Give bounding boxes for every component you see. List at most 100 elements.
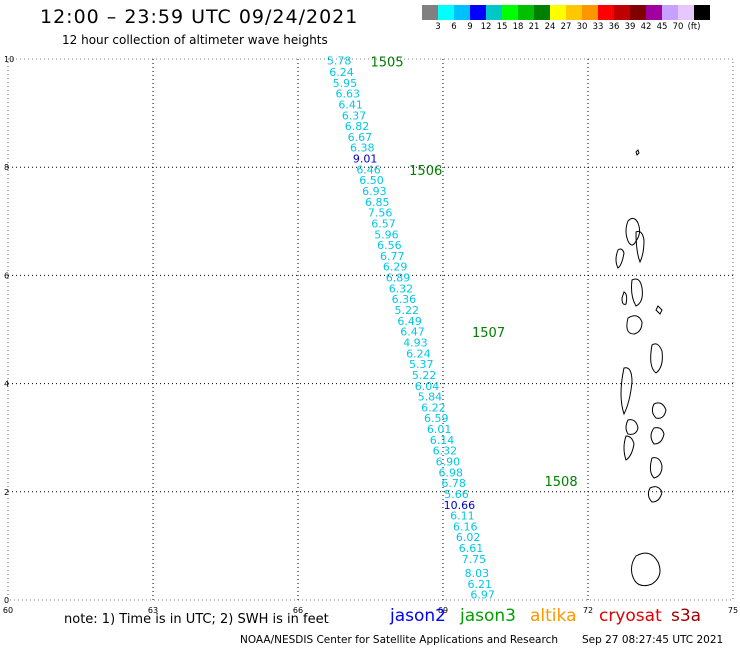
swh-value: 5.96 <box>374 228 399 241</box>
swh-value: 9.01 <box>353 153 378 166</box>
island-outline <box>651 402 667 419</box>
swh-value: 5.95 <box>333 77 358 90</box>
x-tick-label: 75 <box>728 606 738 615</box>
plot-frame <box>7 58 734 601</box>
swh-value: 6.89 <box>386 272 411 285</box>
colorbar-swatch <box>678 5 694 20</box>
colorbar-swatch <box>614 5 630 20</box>
footer-org: NOAA/NESDIS Center for Satellite Applica… <box>240 634 558 646</box>
swh-value: 6.82 <box>345 120 370 133</box>
colorbar-swatch <box>630 5 646 20</box>
swh-value: 6.93 <box>362 185 387 198</box>
swh-value: 6.50 <box>359 174 384 187</box>
colorbar-swatch <box>646 5 662 20</box>
y-tick-label: 6 <box>4 271 9 280</box>
swh-value: 6.38 <box>350 142 375 155</box>
x-tick-label: 60 <box>3 606 13 615</box>
island-outline <box>635 230 645 264</box>
colorbar-tick-label: 12 <box>480 22 492 32</box>
island-outline <box>647 486 663 503</box>
swh-value: 6.04 <box>415 380 440 393</box>
swh-value: 5.22 <box>395 304 420 317</box>
swh-value: 7.75 <box>462 553 487 566</box>
swh-value: 6.22 <box>421 401 446 414</box>
colorbar-tick-label: (ft) <box>687 22 701 32</box>
swh-value: 6.85 <box>365 196 390 209</box>
track-number-label: 1506 <box>409 164 442 179</box>
track-number-label: 1507 <box>472 326 505 341</box>
legend-jason2: jason2 <box>390 606 446 626</box>
legend-altika: altika <box>530 606 577 626</box>
island-outline <box>649 457 663 479</box>
colorbar-tick-label: 24 <box>544 22 556 32</box>
swh-value: 6.59 <box>424 412 449 425</box>
swh-value: 5.66 <box>444 488 469 501</box>
legend-s3a: s3a <box>671 606 702 626</box>
colorbar-swatch <box>582 5 598 20</box>
swh-value: 6.49 <box>397 315 422 328</box>
colorbar-tick-label: 15 <box>496 22 508 32</box>
swh-value: 6.11 <box>450 510 475 523</box>
colorbar-swatch <box>502 5 518 20</box>
swh-value: 6.67 <box>348 131 373 144</box>
colorbar-tick-label: 27 <box>560 22 572 32</box>
colorbar-swatch <box>438 5 454 20</box>
colorbar-swatch <box>454 5 470 20</box>
colorbar-tick-label: 45 <box>656 22 668 32</box>
y-tick-label: 10 <box>4 55 14 64</box>
wave-height-colorbar <box>422 5 710 20</box>
track-number-label: 1505 <box>371 56 404 71</box>
colorbar-tick-label: 30 <box>576 22 588 32</box>
swh-value: 6.32 <box>433 445 458 458</box>
swh-value: 7.56 <box>368 207 393 220</box>
footer-timestamp: Sep 27 08:27:45 UTC 2021 <box>582 634 724 646</box>
swh-value: 6.98 <box>438 466 463 479</box>
swh-value: 6.16 <box>453 520 478 533</box>
swh-value: 6.41 <box>338 98 363 111</box>
swh-value: 6.56 <box>377 239 402 252</box>
colorbar-swatch <box>566 5 582 20</box>
swh-value: 6.78 <box>441 477 466 490</box>
colorbar-tick-label: 42 <box>640 22 652 32</box>
footer: NOAA/NESDIS Center for Satellite Applica… <box>240 634 723 646</box>
swh-value: 6.32 <box>389 282 414 295</box>
legend-jason3: jason3 <box>460 606 516 626</box>
swh-value: 6.90 <box>436 456 461 469</box>
colorbar-swatch <box>662 5 678 20</box>
x-tick-label: 72 <box>583 606 593 615</box>
x-tick-label: 66 <box>293 606 303 615</box>
colorbar-swatch <box>486 5 502 20</box>
swh-value: 6.36 <box>392 293 417 306</box>
island-outline <box>655 305 663 315</box>
colorbar-tick-label: 33 <box>592 22 604 32</box>
y-tick-label: 8 <box>4 163 9 172</box>
swh-value: 10.66 <box>444 499 476 512</box>
island-outline <box>621 291 628 305</box>
colorbar-swatch <box>598 5 614 20</box>
colorbar-tick-label: 18 <box>512 22 524 32</box>
swh-value: 6.02 <box>456 531 481 544</box>
y-tick-label: 4 <box>4 380 9 389</box>
colorbar-tick-label: 3 <box>435 22 441 32</box>
colorbar-tick-label: 39 <box>624 22 636 32</box>
track-number-label: 1508 <box>545 475 578 490</box>
swh-value: 5.78 <box>327 55 352 68</box>
y-tick-label: 2 <box>4 488 9 497</box>
island-outline <box>620 367 633 416</box>
swh-value: 6.63 <box>336 88 361 101</box>
colorbar-swatch <box>470 5 486 20</box>
swh-value: 6.77 <box>380 250 405 263</box>
colorbar-swatch <box>422 5 438 20</box>
colorbar-swatch <box>694 5 710 20</box>
x-tick-label: 63 <box>148 606 158 615</box>
swh-value: 6.14 <box>430 434 455 447</box>
colorbar-tick-label: 36 <box>608 22 620 32</box>
island-outline <box>623 435 635 461</box>
swh-value: 6.21 <box>467 578 492 591</box>
island-outline <box>631 552 661 587</box>
colorbar-swatch <box>534 5 550 20</box>
island-outline <box>650 343 663 374</box>
island-outline <box>625 419 639 435</box>
swh-value: 6.57 <box>371 217 396 230</box>
swh-value: 5.84 <box>418 391 443 404</box>
